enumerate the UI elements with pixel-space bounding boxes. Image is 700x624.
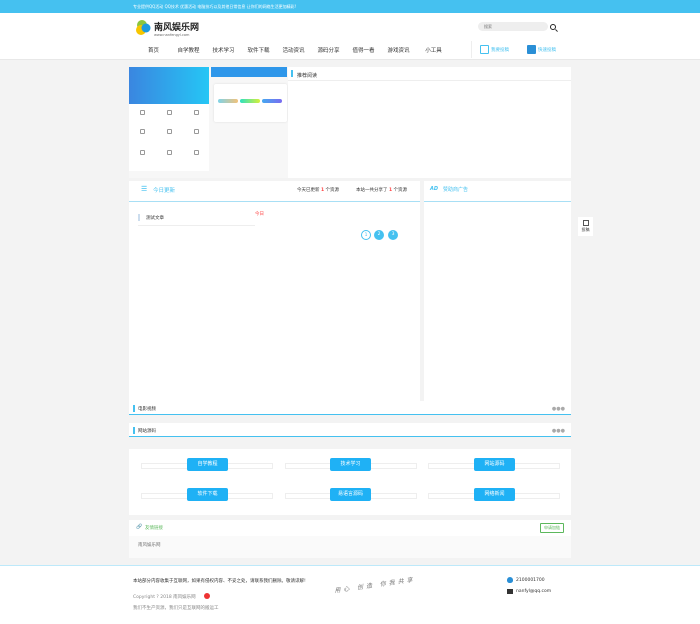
nav-software[interactable]: 软件下载 xyxy=(247,48,270,54)
nav-tools[interactable]: 小工具 xyxy=(425,48,442,54)
category-grid: 自学教程 技术学习 网站源码 软件下载 易语言源码 网络新闻 xyxy=(129,449,571,515)
footer-copyright: Copyright ? 2018 南风娱乐网 xyxy=(133,595,196,600)
recommend-title: 推荐阅读 xyxy=(297,73,318,79)
category-eyuyan-source[interactable]: 易语言源码 xyxy=(330,488,371,501)
footer-qq: 2100001700 xyxy=(516,578,545,583)
logo-icon[interactable] xyxy=(136,18,151,36)
nav-divider xyxy=(471,41,472,58)
edit-icon xyxy=(582,220,589,226)
slide-image-card xyxy=(214,84,287,122)
page-3[interactable]: 3 xyxy=(388,230,398,240)
section-movies: 电影视频 ●●● xyxy=(129,401,571,415)
footer: 本站部分内容收集于互联网，如果有侵权内容、不妥之处，请联系我们删除。敬请谅解! … xyxy=(0,565,700,624)
header xyxy=(0,13,700,60)
more-icon[interactable]: ●●● xyxy=(551,428,565,434)
category-software[interactable]: 软件下载 xyxy=(187,488,228,501)
link-icon: 🔗 xyxy=(136,524,143,530)
ad-icon: AD xyxy=(430,186,439,192)
today-updates-panel: ☰ 今日更新 今天已更新 1 个资源 本站一共分享了 1 个资源 测试文章 今日… xyxy=(129,181,420,401)
today-title: 今日更新 xyxy=(153,188,176,194)
footer-slogan: 我们不生产资源，我们只是互联网的搬运工 xyxy=(133,606,219,611)
category-news[interactable]: 网络新闻 xyxy=(474,488,515,501)
more-icon[interactable]: ●●● xyxy=(551,406,565,412)
slide-image-grid xyxy=(129,104,209,171)
top-bar: 专业提供QQ活动 QQ技术 优惠活动 电脑技巧以及其他日常信息 让你们的网络生活… xyxy=(0,0,700,25)
police-badge-icon xyxy=(204,593,210,599)
category-website-source[interactable]: 网站源码 xyxy=(474,458,515,471)
apply-link-button[interactable]: 申请加链 xyxy=(540,523,564,533)
page-2[interactable]: 2 xyxy=(374,230,384,240)
qq-icon xyxy=(507,577,513,583)
float-contribute-button[interactable]: 投稿 xyxy=(578,217,593,236)
friend-links-title: 友情链接 xyxy=(145,526,163,531)
category-tech[interactable]: 技术学习 xyxy=(330,458,371,471)
list-icon: ☰ xyxy=(141,185,148,193)
recommend-panel: 推荐阅读 xyxy=(288,67,571,178)
nav-home[interactable]: 首页 xyxy=(147,48,159,54)
slide-image-header xyxy=(211,67,287,77)
main-nav: 首页 自学教程 技术学习 软件下载 活动资讯 源码分享 值得一看 游戏资讯 小工… xyxy=(136,46,451,54)
footer-email[interactable]: nanfyl@qq.com xyxy=(516,589,552,594)
total-stat: 本站一共分享了 1 个资源 xyxy=(356,188,408,193)
signature: 用心 创造 你我共享 xyxy=(334,576,417,595)
nav-worth[interactable]: 值得一看 xyxy=(352,48,375,54)
friend-links-panel: 🔗 友情链接 申请加链 南风娱乐网 xyxy=(129,520,571,558)
nav-tech[interactable]: 技术学习 xyxy=(212,48,235,54)
quick-contribute-link[interactable]: 快速投稿 xyxy=(527,45,556,54)
slide-image-banner xyxy=(129,67,209,104)
article-date: 今日 xyxy=(255,212,264,217)
nav-source[interactable]: 源码分享 xyxy=(317,48,340,54)
search-input[interactable] xyxy=(478,22,548,31)
nav-tutorials[interactable]: 自学教程 xyxy=(177,48,200,54)
edit-icon xyxy=(480,45,489,54)
footer-disclaimer: 本站部分内容收集于互联网，如果有侵权内容、不妥之处，请联系我们删除。敬请谅解! xyxy=(133,579,306,584)
nav-events[interactable]: 活动资讯 xyxy=(282,48,305,54)
section-source: 网站源码 ●●● xyxy=(129,423,571,437)
ads-panel: AD 赞助商广告 xyxy=(424,181,571,401)
mail-icon xyxy=(527,45,536,54)
friend-link[interactable]: 南风娱乐网 xyxy=(138,543,161,548)
contribute-link[interactable]: 我要投稿 xyxy=(480,45,509,54)
search-icon[interactable] xyxy=(550,24,556,30)
logo-text[interactable]: 南风娱乐网 xyxy=(154,23,200,33)
category-tutorials[interactable]: 自学教程 xyxy=(187,458,228,471)
logo-url: www.nanfengyl.com xyxy=(154,33,190,37)
mail-icon xyxy=(507,589,513,594)
page-1[interactable]: 1 xyxy=(361,230,371,240)
ads-title: 赞助商广告 xyxy=(443,187,469,193)
top-notice: 专业提供QQ活动 QQ技术 优惠活动 电脑技巧以及其他日常信息 让你们的网络生活… xyxy=(133,4,297,9)
list-item[interactable]: 测试文章 xyxy=(138,212,255,226)
nav-games[interactable]: 游戏资讯 xyxy=(387,48,410,54)
today-stat: 今天已更新 1 个资源 xyxy=(297,188,340,193)
